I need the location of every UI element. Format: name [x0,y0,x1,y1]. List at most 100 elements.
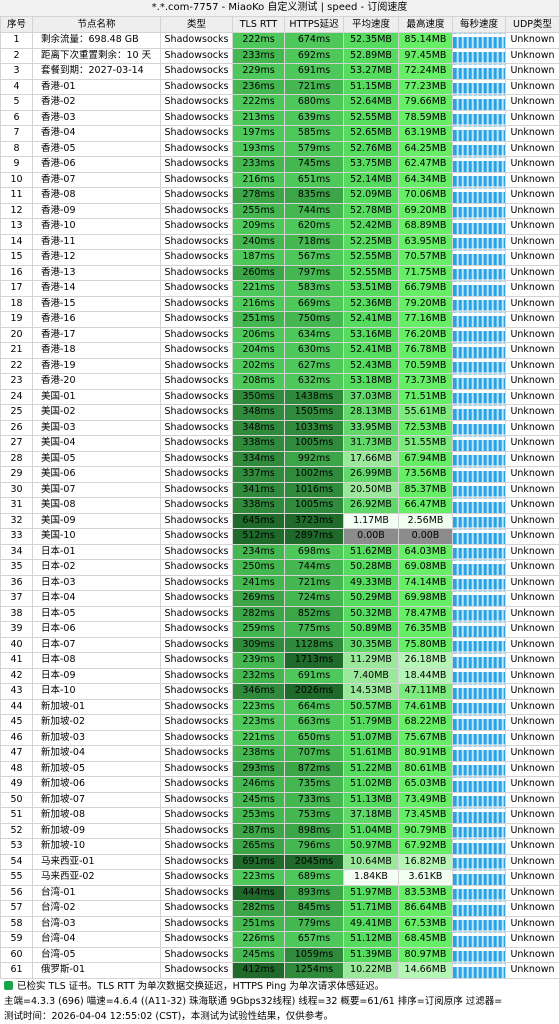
udp-type: Unknown [505,636,559,653]
speed-sparkline [452,171,506,188]
speed-sparkline [452,404,506,421]
index: 38 [0,605,33,622]
speed-sparkline [452,156,506,173]
node-name: 马来西亚-02 [32,869,161,886]
avg-speed: 52.41MB [343,342,399,359]
udp-type: Unknown [505,47,559,64]
type: Shadowsocks [160,202,233,219]
avg-speed: 50.32MB [343,605,399,622]
type: Shadowsocks [160,946,233,963]
type: Shadowsocks [160,249,233,266]
udp-type: Unknown [505,760,559,777]
table-row: 33 美国-10 Shadowsocks 512ms 2897ms 0.00B 0.00B U… [0,528,559,545]
udp-type: Unknown [505,729,559,746]
udp-type: Unknown [505,900,559,917]
type: Shadowsocks [160,590,233,607]
tls-rtt: 236ms [232,78,285,95]
tls-rtt: 348ms [232,404,285,421]
https-latency: 707ms [284,745,344,762]
udp-type: Unknown [505,125,559,142]
https-latency: 698ms [284,543,344,560]
avg-speed: 52.42MB [343,218,399,235]
max-speed: 69.98MB [398,590,453,607]
type: Shadowsocks [160,187,233,204]
speed-sparkline [452,295,506,312]
speed-sparkline [452,543,506,560]
max-speed: 16.82MB [398,853,453,870]
index: 8 [0,140,33,157]
index: 45 [0,714,33,731]
tls-rtt: 202ms [232,357,285,374]
avg-speed: 10.64MB [343,853,399,870]
max-speed: 67.92MB [398,838,453,855]
node-name: 美国-03 [32,419,161,436]
max-speed: 75.80MB [398,636,453,653]
speed-sparkline [452,760,506,777]
tls-rtt: 239ms [232,652,285,669]
type: Shadowsocks [160,326,233,343]
udp-type: Unknown [505,78,559,95]
footer-info: 主端=4.3.3 (696) 喵速=4.6.4 ((A11-32) 珠海联通 9… [4,995,503,1007]
speed-sparkline [452,946,506,963]
table-row: 43 日本-10 Shadowsocks 346ms 2026ms 14.53MB 47.1… [0,683,559,700]
max-speed: 79.66MB [398,94,453,111]
udp-type: Unknown [505,621,559,638]
avg-speed: 26.99MB [343,466,399,483]
avg-speed: 26.92MB [343,497,399,514]
node-name: 香港-01 [32,78,161,95]
max-speed: 80.97MB [398,946,453,963]
node-name: 套餐到期：2027-03-14 [32,63,161,80]
index: 49 [0,776,33,793]
node-name: 台湾-01 [32,884,161,901]
https-latency: 692ms [284,47,344,64]
node-name: 马来西亚-01 [32,853,161,870]
type: Shadowsocks [160,683,233,700]
index: 50 [0,791,33,808]
tls-rtt: 209ms [232,218,285,235]
tls-rtt: 338ms [232,435,285,452]
tls-rtt: 240ms [232,233,285,250]
tls-rtt: 238ms [232,745,285,762]
index: 2 [0,47,33,64]
index: 58 [0,915,33,932]
speed-sparkline [452,249,506,266]
type: Shadowsocks [160,698,233,715]
udp-type: Unknown [505,714,559,731]
udp-type: Unknown [505,791,559,808]
avg-speed: 51.79MB [343,714,399,731]
tls-rtt: 334ms [232,450,285,467]
udp-type: Unknown [505,388,559,405]
tls-rtt: 208ms [232,373,285,390]
node-name: 香港-13 [32,264,161,281]
avg-speed: 50.57MB [343,698,399,715]
footer-time: 测试时间：2026-04-04 12:55:02 (CST)，本测试为试验性结果… [4,1010,334,1022]
table-row: 41 日本-08 Shadowsocks 239ms 1713ms 11.29MB 26.1… [0,652,559,669]
avg-speed: 1.84KB [343,869,399,886]
https-latency: 1002ms [284,466,344,483]
index: 48 [0,760,33,777]
max-speed: 74.61MB [398,698,453,715]
max-speed: 85.14MB [398,32,453,49]
index: 27 [0,435,33,452]
https-latency: 1005ms [284,435,344,452]
udp-type: Unknown [505,807,559,824]
table-row: 11 香港-08 Shadowsocks 278ms 835ms 52.09MB 70.06… [0,187,559,204]
type: Shadowsocks [160,822,233,839]
udp-type: Unknown [505,171,559,188]
table-row: 60 台湾-05 Shadowsocks 245ms 1059ms 51.39MB 80.9… [0,946,559,963]
https-latency: 1016ms [284,481,344,498]
https-latency: 651ms [284,171,344,188]
udp-type: Unknown [505,853,559,870]
max-speed: 18.44MB [398,667,453,684]
avg-speed: 52.43MB [343,357,399,374]
type: Shadowsocks [160,760,233,777]
column-header: 节点名称 [32,16,161,33]
speed-sparkline [452,667,506,684]
type: Shadowsocks [160,745,233,762]
table-row: 23 香港-20 Shadowsocks 208ms 632ms 53.18MB 73.73… [0,373,559,390]
footer-note: 已检实 TLS 证书。TLS RTT 为单次数据交换延迟，HTTPS Ping … [0,979,559,994]
type: Shadowsocks [160,497,233,514]
table-row: 5 香港-02 Shadowsocks 222ms 680ms 52.64MB 79.66M… [0,94,559,111]
node-name: 新加坡-04 [32,745,161,762]
table-row: 26 美国-03 Shadowsocks 348ms 1033ms 33.95MB 72.5… [0,419,559,436]
